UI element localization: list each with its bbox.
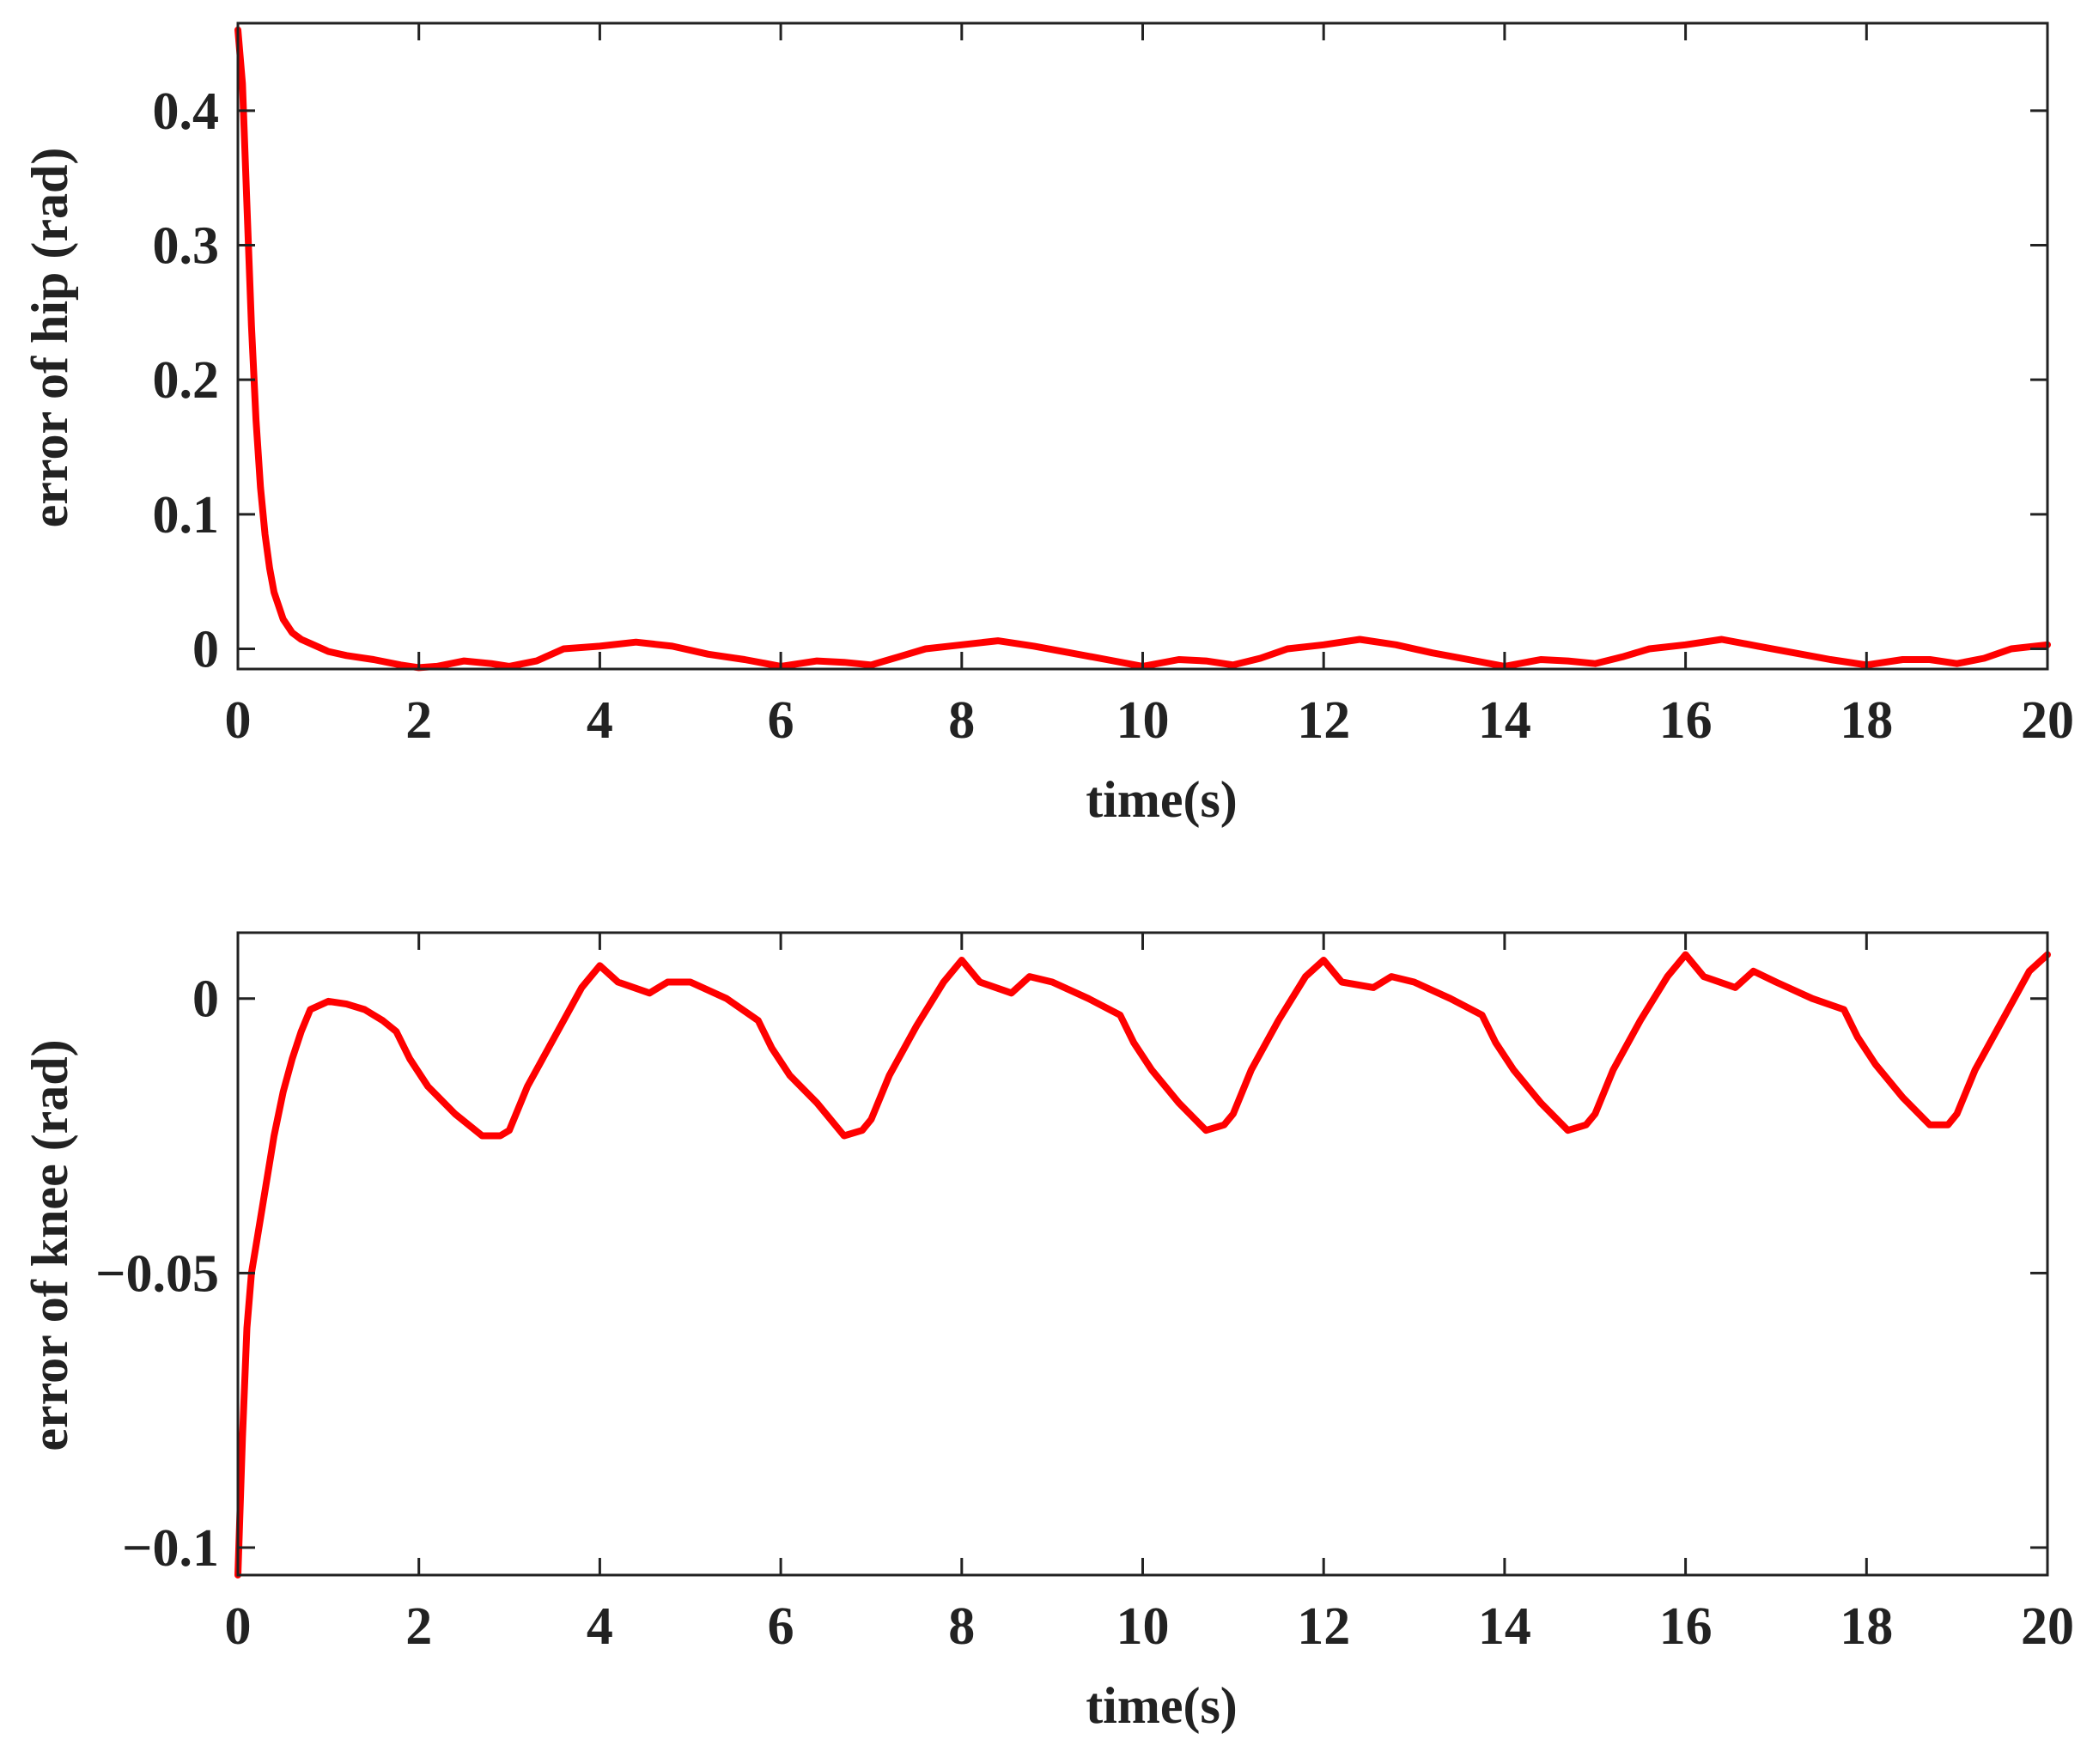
hip-error-plot: 0 2 4 6 8 10 12 14 16 18 20 0 0.1 0.2 0.3 0.4 time(s) err… — [21, 21, 2074, 828]
hip-x-tick-label: 0 — [225, 691, 252, 750]
hip-y-tick-label: 0.1 — [153, 486, 220, 544]
hip-x-tick-label: 4 — [587, 691, 613, 750]
hip-x-tick-label: 12 — [1297, 691, 1350, 750]
knee-error-series-line — [234, 951, 2051, 1578]
hip-y-tick-label: 0.4 — [153, 82, 220, 141]
knee-error-plot: 0 2 4 6 8 10 12 14 16 18 20 −0.1 −0.05 0 time(s) error … — [21, 931, 2074, 1734]
hip-x-tick-label: 2 — [405, 691, 432, 750]
knee-x-axis-label: time(s) — [1086, 1677, 1238, 1734]
hip-x-tick-label: 8 — [948, 691, 975, 750]
knee-x-tick-label: 6 — [768, 1597, 794, 1656]
knee-x-tick-label: 18 — [1840, 1597, 1893, 1656]
knee-x-tick-label: 4 — [587, 1597, 613, 1656]
knee-y-tick-label: 0 — [192, 970, 219, 1029]
knee-y-axis-label: error of knee (rad) — [21, 1039, 78, 1451]
hip-x-tick-label: 6 — [768, 691, 794, 750]
hip-y-tick-label: 0 — [192, 621, 219, 679]
knee-x-tick-label: 16 — [1659, 1597, 1713, 1656]
knee-x-tick-label: 2 — [405, 1597, 432, 1656]
knee-x-tick-label: 10 — [1116, 1597, 1170, 1656]
knee-x-tick-label: 12 — [1297, 1597, 1350, 1656]
knee-y-tick-label: −0.1 — [122, 1519, 219, 1578]
hip-x-tick-label: 10 — [1116, 691, 1170, 750]
knee-y-tick-label: −0.05 — [95, 1244, 219, 1303]
knee-x-tick-label: 0 — [225, 1597, 252, 1656]
knee-x-tick-label: 14 — [1478, 1597, 1531, 1656]
hip-x-tick-label: 16 — [1659, 691, 1713, 750]
hip-error-series-line — [234, 26, 2051, 672]
hip-y-tick-label: 0.2 — [153, 351, 220, 410]
hip-x-tick-label: 14 — [1478, 691, 1531, 750]
hip-y-axis-label: error of hip (rad) — [21, 148, 78, 528]
hip-x-tick-label: 20 — [2021, 691, 2074, 750]
hip-x-tick-label: 18 — [1840, 691, 1893, 750]
knee-x-tick-label: 8 — [948, 1597, 975, 1656]
hip-y-tick-label: 0.3 — [153, 217, 220, 276]
hip-x-axis-label: time(s) — [1086, 771, 1238, 828]
knee-x-tick-label: 20 — [2021, 1597, 2074, 1656]
